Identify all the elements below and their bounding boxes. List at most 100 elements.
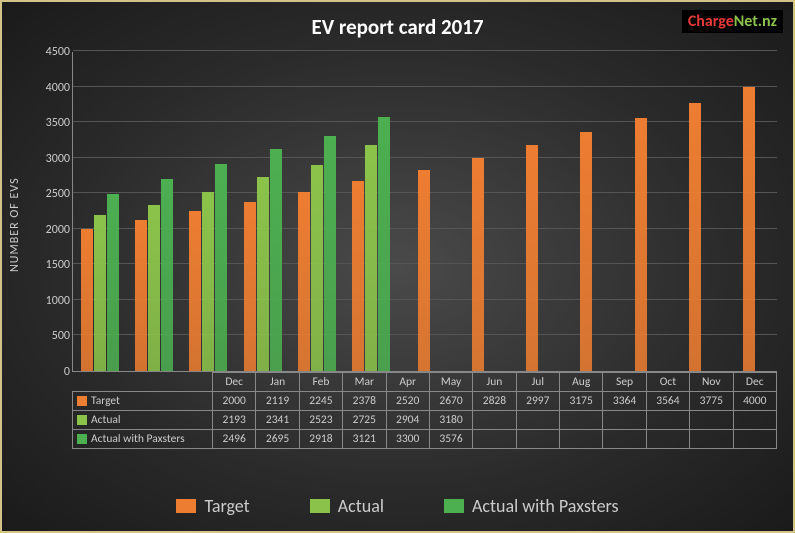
y-ticks: 050010001500200025003000350040004500	[34, 52, 70, 372]
category-column	[506, 52, 560, 371]
y-tick: 3000	[34, 152, 70, 166]
table-cell	[473, 430, 516, 449]
table-cell: 3364	[603, 392, 646, 411]
data-table: DecJanFebMarAprMayJunJulAugSepOctNovDecT…	[72, 372, 777, 449]
table-cell	[646, 411, 689, 430]
table-header-cell: Jul	[516, 373, 559, 392]
bar	[526, 145, 538, 371]
table-header-cell: Nov	[690, 373, 733, 392]
y-tick: 4500	[34, 45, 70, 59]
category-column	[669, 52, 723, 371]
y-tick: 2000	[34, 223, 70, 237]
table-cell: 2670	[429, 392, 472, 411]
table-cell	[516, 411, 559, 430]
table-row: Target2000211922452378252026702828299731…	[73, 392, 777, 411]
y-tick: 1000	[34, 294, 70, 308]
table-cell: 3576	[429, 430, 472, 449]
table-cell: 3775	[690, 392, 733, 411]
legend-swatch	[176, 499, 196, 513]
bar	[418, 170, 430, 371]
table-cell: 2378	[343, 392, 386, 411]
category-column	[73, 52, 127, 371]
legend-swatch	[310, 499, 330, 513]
table-row: Actual219323412523272529043180	[73, 411, 777, 430]
bar	[270, 149, 282, 371]
table-cell: 3180	[429, 411, 472, 430]
legend: Target Actual Actual with Paxsters	[2, 495, 793, 517]
table-cell	[473, 411, 516, 430]
bar	[94, 215, 106, 371]
bar	[202, 192, 214, 371]
table-cell	[560, 411, 603, 430]
table-cell: 2520	[386, 392, 429, 411]
table-header-cell: Apr	[386, 373, 429, 392]
table-row-label: Actual with Paxsters	[73, 430, 213, 449]
legend-label: Actual	[338, 495, 384, 517]
y-tick: 0	[34, 365, 70, 379]
bar-columns	[73, 52, 777, 371]
table-cell	[690, 430, 733, 449]
legend-item: Target	[176, 495, 249, 517]
bar	[580, 132, 592, 371]
bar	[365, 145, 377, 371]
table-header-cell: Oct	[646, 373, 689, 392]
table-header-cell: Aug	[560, 373, 603, 392]
bar	[689, 103, 701, 371]
legend-swatch	[444, 499, 464, 513]
series-swatch	[77, 415, 87, 425]
y-tick: 2500	[34, 187, 70, 201]
table-row-label: Target	[73, 392, 213, 411]
brand-logo: ChargeNet.nz	[682, 10, 783, 33]
bar	[244, 202, 256, 371]
table-cell: 3300	[386, 430, 429, 449]
table-row-label: Actual	[73, 411, 213, 430]
bar	[324, 136, 336, 371]
table-cell	[603, 411, 646, 430]
category-column	[560, 52, 614, 371]
legend-item: Actual	[310, 495, 384, 517]
table-cell: 2245	[299, 392, 342, 411]
table-header-cell: Feb	[299, 373, 342, 392]
bar	[81, 229, 93, 371]
table-cell	[560, 430, 603, 449]
gridline	[73, 50, 777, 51]
category-column	[452, 52, 506, 371]
table-cell: 2341	[256, 411, 299, 430]
table-cell: 2997	[516, 392, 559, 411]
bar	[472, 158, 484, 371]
chart-title: EV report card 2017	[2, 2, 793, 40]
table-cell: 2695	[256, 430, 299, 449]
series-swatch	[77, 396, 87, 406]
table-cell: 2918	[299, 430, 342, 449]
table-cell: 2725	[343, 411, 386, 430]
table-header-cell: Mar	[343, 373, 386, 392]
bar	[215, 164, 227, 372]
bar	[378, 117, 390, 371]
table-cell	[603, 430, 646, 449]
table-cell: 2904	[386, 411, 429, 430]
category-column	[235, 52, 289, 371]
legend-item: Actual with Paxsters	[444, 495, 619, 517]
bar	[743, 87, 755, 371]
bar	[635, 118, 647, 371]
y-tick: 1500	[34, 258, 70, 272]
table-row: Actual with Paxsters24962695291831213300…	[73, 430, 777, 449]
y-tick: 500	[34, 329, 70, 343]
category-column	[344, 52, 398, 371]
logo-part2: Net.nz	[734, 12, 777, 31]
table-header-cell: Sep	[603, 373, 646, 392]
table-cell: 2193	[213, 411, 256, 430]
bar	[107, 194, 119, 371]
table-cell: 2119	[256, 392, 299, 411]
table-cell: 2496	[213, 430, 256, 449]
table-cell: 3121	[343, 430, 386, 449]
series-swatch	[77, 434, 87, 444]
bar	[189, 211, 201, 371]
table-cell: 2523	[299, 411, 342, 430]
y-tick: 4000	[34, 81, 70, 95]
bar	[135, 220, 147, 371]
table-header-cell: May	[429, 373, 472, 392]
category-column	[398, 52, 452, 371]
bar	[311, 165, 323, 372]
table-cell: 3564	[646, 392, 689, 411]
